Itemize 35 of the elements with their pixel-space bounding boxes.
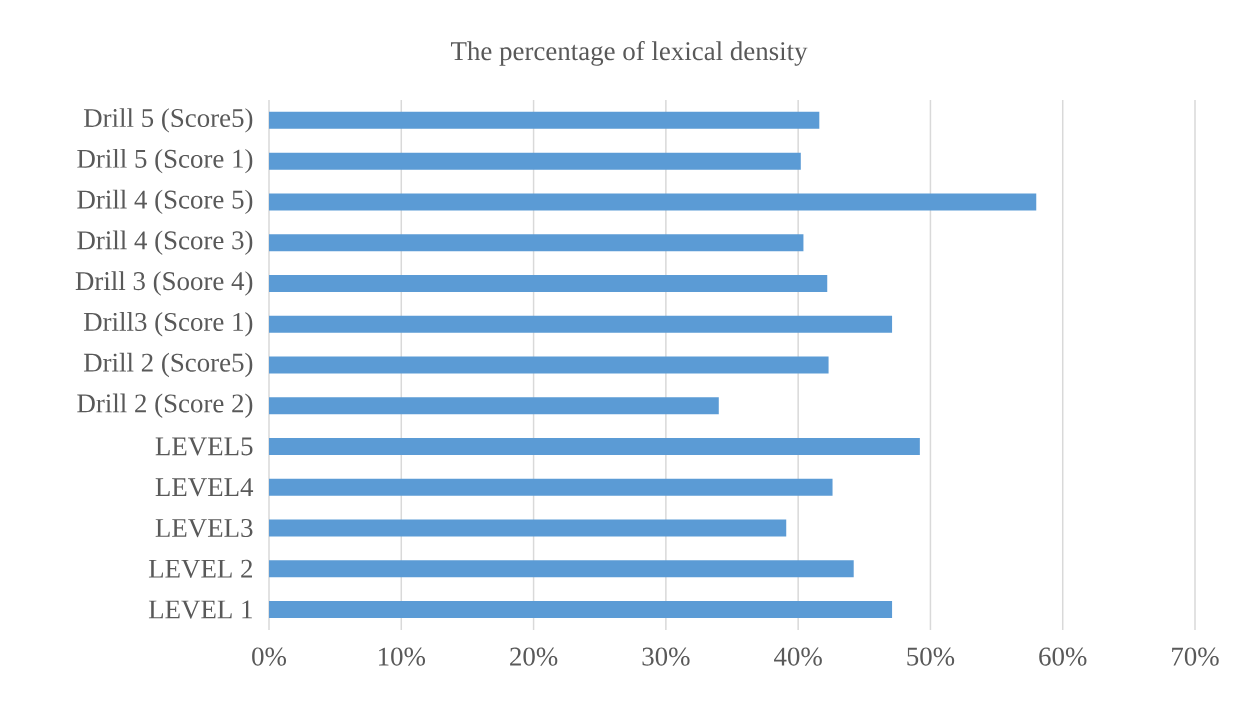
y-tick-label: Drill 5 (Score 1)	[77, 148, 253, 174]
bar	[269, 560, 854, 578]
y-tick-label: Drill 3 (Soore 4)	[75, 271, 253, 296]
bar	[269, 519, 787, 537]
y-tick-label: LEVEL4	[155, 478, 254, 497]
x-tick-label: 0%	[252, 647, 287, 666]
bar	[269, 478, 833, 496]
x-tick-label: 40%	[774, 647, 822, 666]
bar	[269, 397, 719, 415]
y-tick-label: Drill 2 (Score 2)	[77, 393, 253, 418]
x-tick-label: 70%	[1172, 647, 1219, 666]
y-tick-label: Drill 4 (Score 3)	[77, 230, 253, 255]
y-tick-label: LEVEL3	[155, 518, 253, 538]
x-tick-label: 30%	[642, 647, 690, 666]
y-tick-label: Drill 4 (Score 5)	[77, 189, 253, 215]
bar	[269, 274, 828, 292]
y-tick-label: Drill3 (Score 1)	[83, 312, 253, 337]
bar	[269, 111, 820, 129]
x-tick-label: 60%	[1039, 647, 1087, 666]
bar	[269, 315, 893, 333]
y-tick-label: LEVEL5	[155, 437, 253, 456]
y-tick-label: Drill 2 (Score5)	[83, 352, 253, 378]
bar	[269, 438, 920, 456]
bar	[269, 152, 801, 170]
x-tick-label: 10%	[379, 647, 426, 666]
y-tick-label: LEVEL 2	[148, 559, 252, 578]
chart-title: The percentage of lexical density	[450, 41, 808, 66]
y-tick-label: Drill 5 (Score5)	[83, 108, 253, 133]
x-tick-label: 50%	[907, 647, 955, 666]
bar	[269, 356, 829, 374]
x-tick-label: 20%	[510, 647, 558, 666]
y-tick-label: LEVEL 1	[148, 600, 252, 619]
bar	[269, 193, 1037, 211]
bar	[269, 234, 804, 252]
bar	[269, 601, 893, 619]
